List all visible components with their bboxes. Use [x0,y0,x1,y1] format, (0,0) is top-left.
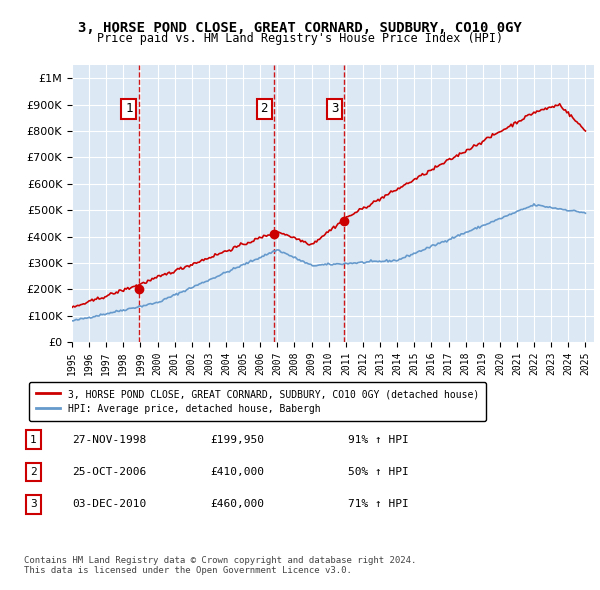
Text: £199,950: £199,950 [210,435,264,444]
Text: 2: 2 [260,103,268,116]
Text: 50% ↑ HPI: 50% ↑ HPI [348,467,409,477]
Text: 71% ↑ HPI: 71% ↑ HPI [348,500,409,509]
Text: 27-NOV-1998: 27-NOV-1998 [72,435,146,444]
Text: Contains HM Land Registry data © Crown copyright and database right 2024.
This d: Contains HM Land Registry data © Crown c… [24,556,416,575]
Text: £410,000: £410,000 [210,467,264,477]
Text: 1: 1 [125,103,133,116]
Text: 3, HORSE POND CLOSE, GREAT CORNARD, SUDBURY, CO10 0GY: 3, HORSE POND CLOSE, GREAT CORNARD, SUDB… [78,21,522,35]
Text: 3: 3 [331,103,338,116]
Legend: 3, HORSE POND CLOSE, GREAT CORNARD, SUDBURY, CO10 0GY (detached house), HPI: Ave: 3, HORSE POND CLOSE, GREAT CORNARD, SUDB… [29,382,486,421]
Text: 3: 3 [30,500,37,509]
Text: 91% ↑ HPI: 91% ↑ HPI [348,435,409,444]
Text: 25-OCT-2006: 25-OCT-2006 [72,467,146,477]
Text: Price paid vs. HM Land Registry's House Price Index (HPI): Price paid vs. HM Land Registry's House … [97,32,503,45]
Text: 03-DEC-2010: 03-DEC-2010 [72,500,146,509]
Text: 1: 1 [30,435,37,444]
Text: 2: 2 [30,467,37,477]
Text: £460,000: £460,000 [210,500,264,509]
